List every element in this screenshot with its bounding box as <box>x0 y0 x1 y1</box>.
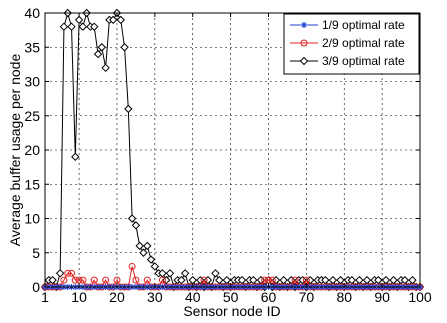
data-point <box>116 15 125 25</box>
legend-entry: 2/9 optimal rate <box>290 36 405 50</box>
data-point <box>93 49 103 59</box>
legend-label: 2/9 optimal rate <box>322 36 405 50</box>
y-tick-label: 35 <box>24 39 40 55</box>
legend-marker <box>301 22 307 28</box>
data-point <box>150 262 160 271</box>
legend-marker <box>299 56 309 66</box>
x-tick-label: 80 <box>336 289 352 305</box>
data-point <box>59 22 69 31</box>
data-point <box>146 255 156 264</box>
data-point <box>279 275 288 285</box>
data-point <box>101 63 110 73</box>
x-tick-label: 30 <box>147 289 163 305</box>
data-point <box>128 262 136 270</box>
data-point <box>120 43 129 52</box>
legend-label: 1/9 optimal rate <box>322 18 405 32</box>
x-tick-label: 100 <box>408 289 432 305</box>
data-point <box>261 276 269 284</box>
data-point <box>60 276 68 284</box>
data-point <box>211 269 220 278</box>
data-point <box>408 275 417 285</box>
y-tick-label: 0 <box>32 279 40 295</box>
x-axis-label: Sensor node ID <box>183 303 280 319</box>
data-point <box>180 269 190 278</box>
data-point <box>215 275 224 285</box>
data-point <box>135 241 144 251</box>
legend-label: 3/9 optimal rate <box>322 54 405 68</box>
data-point <box>71 152 80 162</box>
x-tick-label: 60 <box>261 289 277 305</box>
data-point <box>90 276 98 284</box>
data-point <box>165 269 175 278</box>
data-point <box>124 104 133 114</box>
data-point <box>200 276 208 284</box>
data-point <box>389 275 398 285</box>
data-point <box>64 269 72 277</box>
data-point <box>74 15 84 25</box>
data-point <box>55 269 65 278</box>
data-point <box>268 276 276 284</box>
data-point <box>67 22 76 31</box>
data-point <box>328 275 338 285</box>
data-point <box>78 22 88 31</box>
data-point <box>108 15 118 25</box>
y-axis-label: Average buffer usage per node <box>7 54 23 247</box>
data-point <box>71 276 79 284</box>
data-point <box>291 276 299 284</box>
data-point <box>131 221 141 230</box>
data-point <box>362 275 372 285</box>
y-tick-label: 15 <box>24 176 40 192</box>
data-point <box>143 241 152 251</box>
legend-marker <box>300 39 308 47</box>
ticks: 1 10 20 30 40 50 60 70 80 90 100 0 5 10 15 20 25 30 35 40 <box>24 5 431 305</box>
y-tick-label: 20 <box>24 142 40 158</box>
x-tick-label: 90 <box>374 289 390 305</box>
data-point <box>336 275 345 285</box>
y-tick-label: 40 <box>24 5 40 21</box>
x-tick-label: 70 <box>299 289 315 305</box>
data-point <box>158 276 166 284</box>
y-tick-label: 10 <box>24 211 40 227</box>
x-tick-label: 10 <box>71 289 87 305</box>
series-line <box>44 11 420 289</box>
data-point <box>132 276 140 284</box>
data-point <box>222 275 232 285</box>
y-tick-label: 30 <box>24 74 40 90</box>
data-point <box>143 276 151 284</box>
y-tick-label: 25 <box>24 108 40 124</box>
legend: 1/9 optimal rate 2/9 optimal rate 3/9 opti… <box>283 13 420 75</box>
x-tick-label: 40 <box>185 289 201 305</box>
data-point <box>188 275 197 285</box>
y-tick-label: 5 <box>32 245 40 261</box>
data-point <box>381 275 391 285</box>
x-tick-label: 20 <box>109 289 125 305</box>
data-point <box>90 22 99 31</box>
legend-entry: 3/9 optimal rate <box>290 54 405 68</box>
data-point <box>127 214 137 223</box>
data-point <box>102 276 110 284</box>
x-tick-label: 50 <box>223 289 239 305</box>
data-point <box>79 276 87 284</box>
legend-entry: 1/9 optimal rate <box>290 18 405 32</box>
data-point <box>355 275 364 285</box>
data-point <box>139 248 148 257</box>
x-tick-label: 1 <box>41 289 49 305</box>
data-point <box>97 43 107 52</box>
data-point <box>68 269 76 277</box>
